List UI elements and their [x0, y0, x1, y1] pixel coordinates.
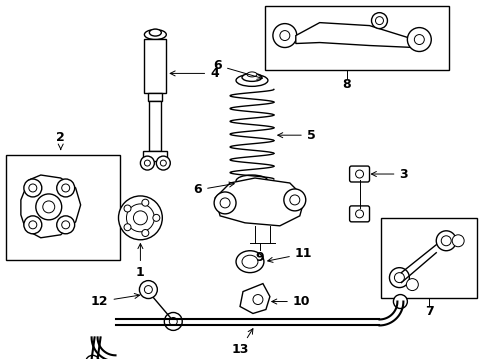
Circle shape — [29, 221, 37, 229]
Circle shape — [253, 294, 263, 305]
Circle shape — [290, 195, 300, 205]
Circle shape — [126, 204, 154, 232]
Circle shape — [390, 268, 409, 288]
Ellipse shape — [242, 73, 262, 81]
Bar — [148, 93, 162, 101]
Polygon shape — [296, 23, 415, 48]
Circle shape — [43, 201, 55, 213]
Circle shape — [24, 179, 42, 197]
Circle shape — [142, 230, 149, 237]
Circle shape — [57, 179, 74, 197]
Bar — [265, 6, 449, 71]
Circle shape — [164, 312, 182, 330]
FancyBboxPatch shape — [349, 166, 369, 182]
Text: 5: 5 — [278, 129, 316, 142]
Circle shape — [436, 231, 456, 251]
Text: 3: 3 — [371, 167, 408, 180]
Circle shape — [90, 359, 96, 360]
Text: 6: 6 — [194, 182, 234, 197]
Circle shape — [356, 170, 364, 178]
Circle shape — [133, 211, 147, 225]
Circle shape — [452, 235, 464, 247]
Circle shape — [406, 279, 418, 291]
Circle shape — [142, 199, 149, 206]
Circle shape — [169, 318, 177, 325]
Circle shape — [214, 192, 236, 214]
Circle shape — [284, 189, 306, 211]
Circle shape — [153, 214, 160, 221]
Circle shape — [62, 221, 70, 229]
Text: 13: 13 — [231, 329, 253, 356]
Text: 7: 7 — [425, 305, 434, 318]
Text: 8: 8 — [343, 78, 351, 91]
Circle shape — [280, 31, 290, 41]
Circle shape — [394, 273, 404, 283]
Circle shape — [124, 205, 131, 212]
Text: 10: 10 — [272, 295, 310, 308]
Bar — [144, 151, 167, 161]
Circle shape — [407, 28, 431, 51]
Circle shape — [62, 184, 70, 192]
Text: 12: 12 — [91, 293, 140, 308]
Ellipse shape — [242, 255, 258, 268]
Bar — [382, 218, 477, 298]
Text: 4: 4 — [170, 67, 219, 80]
Ellipse shape — [242, 180, 262, 188]
Circle shape — [124, 224, 131, 231]
Text: 6: 6 — [214, 59, 262, 79]
Circle shape — [441, 236, 451, 246]
Text: 2: 2 — [56, 131, 65, 149]
Circle shape — [273, 24, 297, 48]
Circle shape — [371, 13, 388, 28]
Text: 1: 1 — [136, 244, 145, 279]
Circle shape — [393, 294, 407, 309]
Circle shape — [86, 355, 99, 360]
Circle shape — [160, 160, 166, 166]
Bar — [6, 155, 121, 260]
Circle shape — [141, 156, 154, 170]
Circle shape — [57, 216, 74, 234]
Ellipse shape — [236, 251, 264, 273]
Circle shape — [24, 216, 42, 234]
Circle shape — [29, 184, 37, 192]
Ellipse shape — [145, 30, 166, 40]
Bar — [145, 39, 166, 93]
Circle shape — [140, 280, 157, 298]
Circle shape — [145, 285, 152, 293]
FancyBboxPatch shape — [349, 206, 369, 222]
Circle shape — [119, 196, 162, 240]
Ellipse shape — [247, 72, 257, 77]
Circle shape — [356, 210, 364, 218]
Circle shape — [36, 194, 62, 220]
Ellipse shape — [236, 75, 268, 86]
Circle shape — [415, 35, 424, 45]
Circle shape — [375, 17, 384, 24]
Text: 11: 11 — [268, 247, 312, 262]
Polygon shape — [21, 175, 81, 238]
Ellipse shape — [149, 29, 161, 36]
Bar — [149, 101, 161, 151]
Polygon shape — [240, 284, 270, 314]
Circle shape — [145, 160, 150, 166]
Circle shape — [156, 156, 171, 170]
Circle shape — [220, 198, 230, 208]
Ellipse shape — [236, 175, 268, 187]
Text: 9: 9 — [256, 251, 264, 264]
Polygon shape — [215, 178, 305, 226]
